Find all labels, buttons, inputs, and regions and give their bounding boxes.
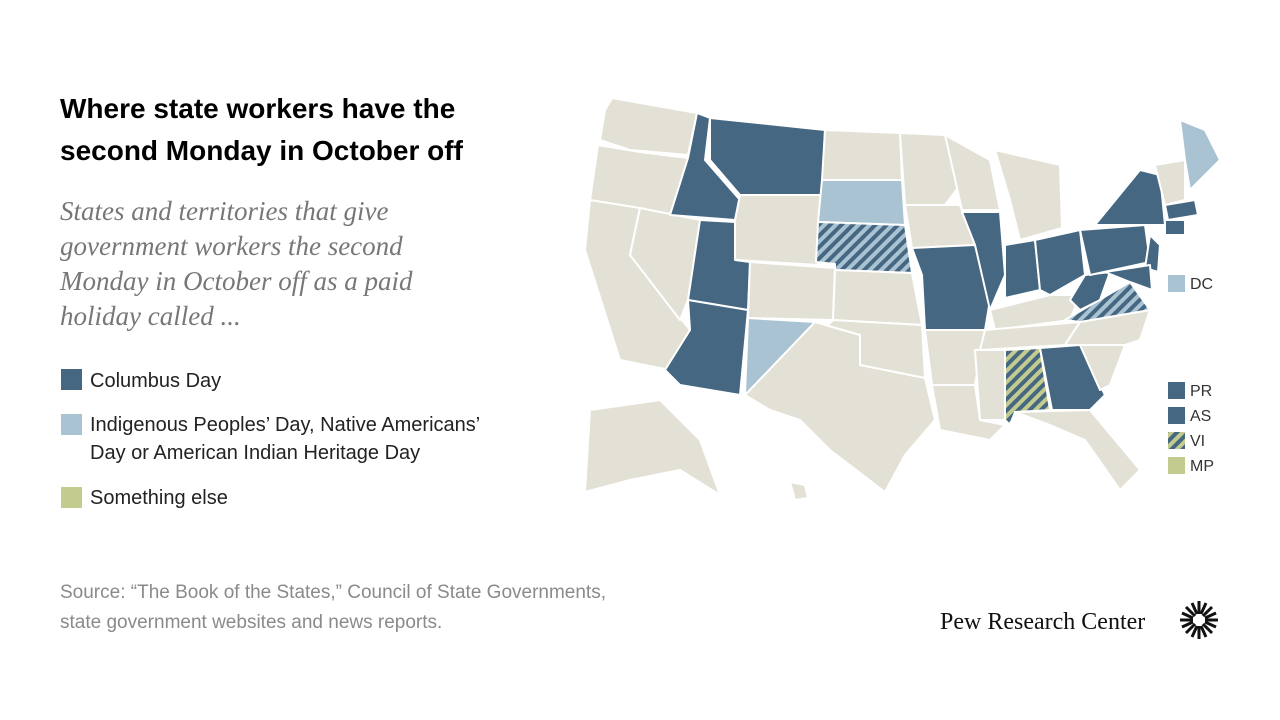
subtitle-line: Monday in October off as a paid: [59, 266, 413, 296]
territory-label: PR: [1190, 383, 1212, 400]
territory-label: VI: [1190, 433, 1205, 450]
territory-label: DC: [1190, 276, 1213, 293]
title-line: second Monday in October off: [60, 135, 464, 166]
territory-swatch: [1168, 382, 1185, 399]
territory-label: MP: [1190, 458, 1214, 475]
brand-name: Pew Research Center: [940, 609, 1145, 635]
subtitle-line: holiday called ...: [60, 301, 241, 331]
subtitle-line: government workers the second: [60, 231, 403, 261]
territory-swatch: [1168, 407, 1185, 424]
us-map: [584, 97, 1221, 501]
territory-label: AS: [1190, 408, 1211, 425]
legend-label: Columbus Day: [90, 370, 221, 392]
title-line: Where state workers have the: [60, 93, 455, 124]
legend-label: Indigenous Peoples’ Day, Native American…: [90, 414, 480, 436]
source-line: Source: “The Book of the States,” Counci…: [60, 582, 606, 603]
brand-logo: [1180, 601, 1218, 639]
source-line: state government websites and news repor…: [60, 612, 442, 633]
legend-swatch: [61, 414, 82, 435]
territory-swatch: [1168, 432, 1185, 449]
territory-swatch: [1168, 457, 1185, 474]
legend-label: Day or American Indian Heritage Day: [90, 442, 420, 464]
territory-swatch: [1168, 275, 1185, 292]
subtitle-line: States and territories that give: [60, 196, 388, 226]
legend-label: Something else: [90, 487, 228, 509]
legend-swatch: [61, 487, 82, 508]
legend-swatch: [61, 369, 82, 390]
